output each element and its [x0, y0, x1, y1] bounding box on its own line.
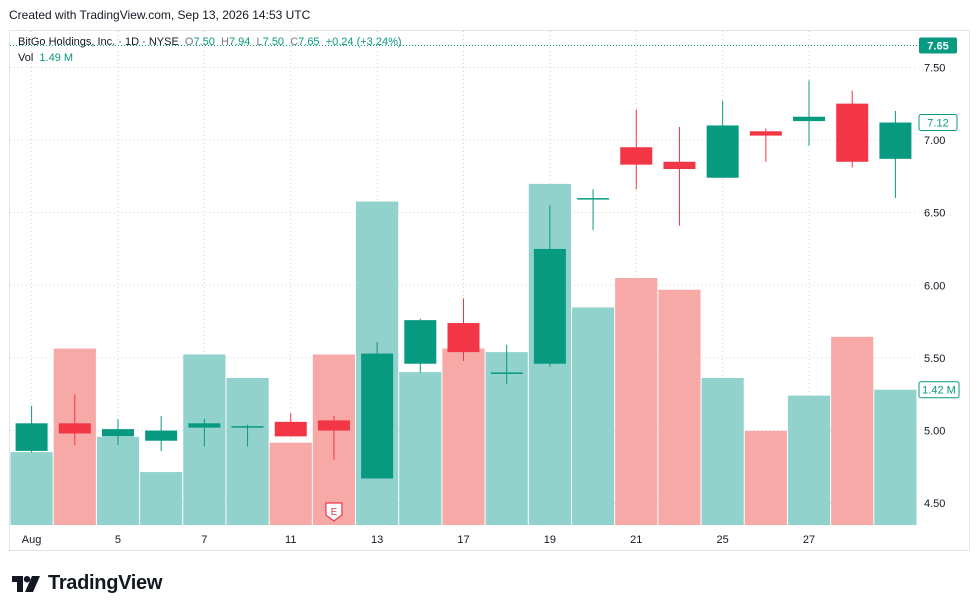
symbol-name: BitGo Holdings, Inc. · 1D · NYSE — [18, 36, 179, 48]
candle-body — [101, 429, 134, 437]
time-tick-label: Aug — [22, 534, 42, 546]
candle-body — [188, 423, 221, 428]
candle-body — [447, 323, 480, 353]
candle-body — [836, 103, 869, 162]
volume-bar — [269, 442, 312, 525]
earnings-marker-icon — [325, 502, 343, 522]
volume-bar — [831, 336, 874, 525]
close-price-label: 7.12 — [927, 118, 948, 130]
price-tick-label: 5.50 — [924, 353, 945, 365]
volume-bar — [571, 307, 615, 525]
price-axis[interactable]: 4.50 5.00 5.50 6.00 6.50 7.00 7.50 — [924, 62, 945, 510]
candle-body — [663, 161, 696, 170]
volume-bar — [226, 377, 269, 525]
volume-bar — [442, 348, 485, 525]
volume-bar — [658, 289, 701, 525]
open-value: 7.50 — [193, 36, 215, 48]
last-price-label: 7.65 — [927, 41, 948, 53]
price-tick-label: 7.00 — [924, 135, 945, 147]
candle-body — [231, 426, 264, 428]
close-label: C — [290, 36, 299, 48]
earnings-marker-label: E — [331, 507, 338, 518]
time-tick-label: 21 — [630, 534, 642, 546]
candle-body — [58, 423, 91, 434]
price-tick-label: 6.00 — [924, 280, 945, 292]
chart-frame — [9, 30, 970, 551]
price-tick-label: 4.50 — [924, 498, 945, 510]
candle-body — [15, 423, 48, 451]
close-price-badge — [918, 114, 958, 132]
candle-body — [317, 420, 350, 431]
time-tick-label: 7 — [201, 534, 207, 546]
high-value: 7.94 — [228, 36, 251, 48]
candle-body — [793, 116, 826, 122]
price-tick-label: 5.00 — [924, 426, 945, 438]
candle-body — [577, 198, 610, 200]
volume-bar — [787, 395, 831, 525]
volume-bar — [874, 389, 917, 525]
tradingview-logo-text: TradingView — [48, 572, 163, 594]
candle-body — [404, 320, 437, 364]
candle-body — [879, 122, 912, 159]
time-tick-label: 19 — [544, 534, 556, 546]
time-tick-label: 5 — [115, 534, 121, 546]
volume-bar — [615, 278, 658, 525]
candle-body — [620, 147, 653, 165]
volume-badge — [918, 381, 960, 399]
time-tick-label: 25 — [717, 534, 729, 546]
time-tick-label: 11 — [285, 534, 296, 546]
volume-legend[interactable]: Vol 1.49 M — [18, 52, 73, 64]
time-tick-label: 13 — [371, 534, 383, 546]
price-tick-label: 6.50 — [924, 208, 945, 220]
volume-value: 1.49 M — [39, 52, 74, 64]
volume-badge-label: 1.42 M — [922, 385, 956, 397]
time-axis[interactable]: Aug 5 7 11 13 17 19 21 25 27 — [22, 534, 815, 546]
candles — [15, 80, 912, 479]
markers: 7.65 7.12 1.42 M E — [10, 37, 960, 522]
volume-bar — [10, 452, 53, 525]
volume-bar — [140, 472, 183, 525]
candle-body — [706, 125, 739, 178]
time-tick-label: 17 — [457, 534, 469, 546]
volume-bar — [399, 372, 442, 525]
low-label: L — [256, 36, 263, 48]
volume-bar — [744, 430, 787, 525]
candle-body — [361, 353, 394, 479]
high-label: H — [221, 36, 229, 48]
candle-body — [145, 430, 178, 441]
price-tick-label: 7.50 — [924, 62, 945, 74]
candle-body — [274, 421, 307, 437]
chart-caption: Created with TradingView.com, Sep 13, 20… — [9, 8, 311, 22]
tradingview-logo[interactable]: TradingView — [12, 572, 162, 595]
volume-bar — [701, 377, 744, 525]
candle-body — [749, 131, 782, 136]
candle-body — [490, 372, 523, 374]
candle-body — [533, 248, 566, 364]
last-price-badge — [919, 37, 957, 54]
tradingview-logo-icon — [12, 575, 40, 592]
volume-label: Vol — [18, 52, 34, 64]
symbol-legend[interactable]: BitGo Holdings, Inc. · 1D · NYSE O7.50 H… — [18, 36, 402, 48]
time-tick-label: 27 — [803, 534, 815, 546]
volume-bar — [96, 436, 140, 525]
low-value: 7.50 — [262, 36, 285, 48]
open-label: O — [184, 36, 194, 48]
close-value: 7.65 — [298, 36, 320, 48]
change-value: +0.24 (+3.24%) — [325, 36, 402, 48]
